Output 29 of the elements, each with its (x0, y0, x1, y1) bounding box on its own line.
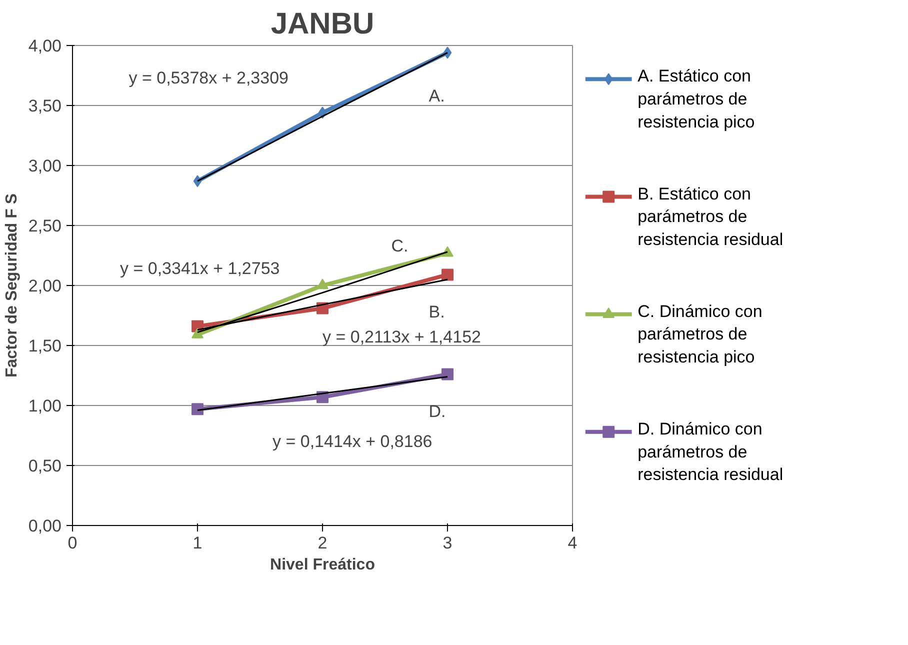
annotation: y = 0,3341x + 1,2753 (120, 259, 280, 278)
x-tick-label: 0 (68, 534, 78, 552)
annotation: B. (428, 302, 445, 322)
y-axis-title: Factor de Seguridad F S (3, 193, 20, 378)
annotation: C. (391, 236, 408, 256)
y-tick-label: 0,50 (28, 456, 62, 476)
y-tick-label: 3,50 (28, 96, 62, 116)
annotation: A. (428, 86, 445, 106)
x-tick-label: 2 (318, 534, 328, 552)
legend-label: A. Estático con parámetros de resistencia pico (638, 66, 755, 132)
x-axis-title: Nivel Freático (270, 556, 376, 574)
annotation: y = 0,1414x + 0,8186 (272, 432, 432, 451)
y-tick-label: 4,00 (28, 36, 62, 56)
y-tick-label: 1,00 (28, 396, 62, 416)
x-tick-label: 3 (442, 534, 452, 552)
x-tick-label: 4 (568, 534, 578, 552)
legend-label: C. Dinámico con parámetros de resistencia pico (638, 302, 762, 366)
y-tick-label: 2,50 (28, 216, 62, 236)
legend-label: D. Dinámico con parámetros de resistencia residual (638, 420, 784, 484)
chart-title: JANBU (270, 8, 374, 40)
y-tick-label: 3,00 (28, 156, 62, 176)
annotation: y = 0,2113x + 1,4152 (322, 328, 481, 347)
x-tick-label: 1 (192, 534, 202, 552)
y-tick-label: 1,50 (28, 336, 62, 356)
annotation: y = 0,5378x + 2,3309 (128, 68, 288, 88)
annotation: D. (428, 402, 446, 421)
legend-label: B. Estático con parámetros de resistencia residual (638, 184, 784, 249)
y-tick-label: 2,00 (28, 276, 62, 296)
y-tick-label: 0,00 (28, 516, 62, 536)
